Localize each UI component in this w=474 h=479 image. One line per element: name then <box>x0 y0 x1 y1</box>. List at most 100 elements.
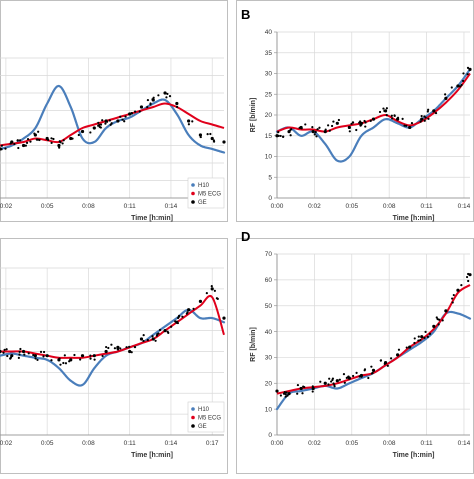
data-point-ge <box>199 135 202 139</box>
data-point-ge <box>436 318 439 321</box>
data-point-ge <box>461 79 465 83</box>
data-point-ge <box>124 115 127 118</box>
data-point-ge <box>108 119 111 122</box>
data-point-ge <box>330 124 334 128</box>
data-point-ge <box>420 335 423 338</box>
data-point-ge <box>370 365 373 368</box>
x-tick-label: 0:14 <box>165 203 178 210</box>
data-point-ge <box>187 309 190 312</box>
panel-frame <box>236 238 474 474</box>
data-point-ge <box>139 105 144 109</box>
legend: H10 M5 ECG GE <box>187 177 225 209</box>
data-point-ge <box>128 349 132 354</box>
data-point-ge <box>57 143 61 148</box>
data-point-ge <box>71 137 74 140</box>
data-point-ge <box>80 129 85 134</box>
data-point-ge <box>142 334 145 337</box>
x-tick-label: 0:00 <box>271 203 284 210</box>
data-point-ge <box>16 139 19 142</box>
data-point-ge <box>104 349 108 354</box>
data-point-ge <box>192 307 195 311</box>
data-point-ge <box>289 134 292 137</box>
x-tick-label: 0:11 <box>420 203 433 210</box>
data-point-ge <box>327 383 330 386</box>
data-point-ge <box>151 335 154 338</box>
data-point-ge <box>133 110 137 113</box>
data-point-ge <box>456 84 460 88</box>
data-point-ge <box>302 385 305 388</box>
data-point-ge <box>282 135 285 138</box>
data-point-ge <box>35 138 38 141</box>
data-point-ge <box>222 140 226 144</box>
data-point-ge <box>315 135 318 138</box>
data-point-ge <box>275 389 279 393</box>
data-point-ge <box>62 361 65 365</box>
data-point-ge <box>32 353 35 357</box>
data-point-ge <box>105 345 108 349</box>
y-tick-label: 0 <box>268 195 272 202</box>
data-point-ge <box>347 375 350 378</box>
data-point-ge <box>42 355 45 358</box>
x-tick-label: 0:17 <box>206 440 219 447</box>
panel-label-b: B <box>241 7 251 22</box>
legend: H10 M5 ECG GE <box>187 401 225 433</box>
data-point-ge <box>130 351 133 354</box>
data-point-ge <box>283 391 286 394</box>
data-point-ge <box>417 335 420 338</box>
data-point-ge <box>52 137 55 141</box>
data-point-ge <box>33 354 37 358</box>
y-tick-label: 25 <box>265 91 273 98</box>
data-point-ge <box>42 350 46 354</box>
data-point-ge <box>462 72 465 75</box>
data-point-ge <box>468 67 472 71</box>
data-point-ge <box>396 353 400 357</box>
data-point-ge <box>383 362 386 365</box>
series-line-h10 <box>275 68 472 163</box>
data-point-ge <box>68 360 71 363</box>
data-point-ge <box>389 357 393 360</box>
data-point-ge <box>323 130 327 134</box>
x-tick-label: 0:08 <box>383 440 396 447</box>
data-point-ge <box>378 110 382 114</box>
x-tick-label: 0:14 <box>458 203 471 210</box>
data-point-ge <box>63 354 66 357</box>
data-point-ge <box>17 146 20 150</box>
data-point-ge <box>379 359 383 362</box>
x-tick-label: 0:05 <box>41 203 54 210</box>
data-point-ge <box>369 119 372 122</box>
data-point-ge <box>419 338 422 342</box>
data-point-ge <box>157 94 160 97</box>
data-point-ge <box>175 105 179 109</box>
data-point-ge <box>24 144 27 147</box>
x-tick-label: 0:02 <box>0 440 13 447</box>
panel-label-d: D <box>241 229 251 244</box>
data-point-ge <box>328 377 331 380</box>
data-point-ge <box>33 132 36 135</box>
data-point-ge <box>50 137 53 140</box>
data-point-ge <box>401 117 404 120</box>
data-point-ge <box>27 352 30 355</box>
legend-label-m5: M5 ECG <box>198 192 221 198</box>
data-point-ge <box>116 119 120 123</box>
data-point-ge <box>419 120 422 123</box>
data-point-ge <box>177 314 181 317</box>
data-point-ge <box>47 138 50 142</box>
data-point-ge <box>444 93 447 96</box>
x-tick-label: 0:02 <box>308 440 321 447</box>
data-point-ge <box>330 380 333 383</box>
panel-2: 0:02 0:05 0:08 0:11 0:14 0:17 Time [h:min] H10 M… <box>0 238 228 474</box>
data-point-ge <box>403 124 406 127</box>
legend-marker-m5 <box>191 415 195 420</box>
data-point-ge <box>277 134 280 137</box>
data-point-ge <box>287 392 291 396</box>
data-point-ge <box>210 285 213 288</box>
y-tick-label: 15 <box>265 133 273 140</box>
data-point-ge <box>18 353 21 356</box>
data-point-ge <box>432 109 436 113</box>
data-point-ge <box>213 289 216 292</box>
data-point-ge <box>284 395 287 398</box>
y-tick-label: 0 <box>268 432 272 439</box>
data-point-ge <box>64 362 68 365</box>
data-point-ge <box>385 114 388 117</box>
